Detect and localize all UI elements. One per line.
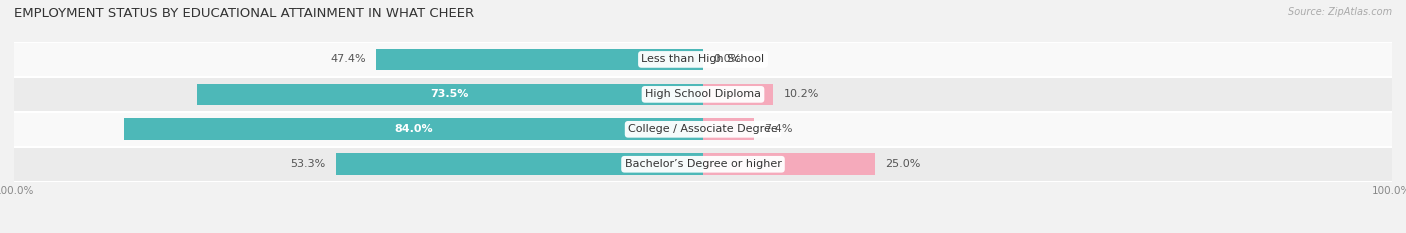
Bar xyxy=(703,154,875,175)
Bar xyxy=(14,112,1392,147)
Bar xyxy=(377,49,703,70)
Text: Source: ZipAtlas.com: Source: ZipAtlas.com xyxy=(1288,7,1392,17)
Bar xyxy=(703,84,773,105)
Text: 47.4%: 47.4% xyxy=(330,55,366,64)
Text: EMPLOYMENT STATUS BY EDUCATIONAL ATTAINMENT IN WHAT CHEER: EMPLOYMENT STATUS BY EDUCATIONAL ATTAINM… xyxy=(14,7,474,20)
Text: 84.0%: 84.0% xyxy=(394,124,433,134)
Legend: In Labor Force, Unemployed: In Labor Force, Unemployed xyxy=(603,230,803,233)
Text: 53.3%: 53.3% xyxy=(290,159,325,169)
Bar xyxy=(124,118,703,140)
Text: Bachelor’s Degree or higher: Bachelor’s Degree or higher xyxy=(624,159,782,169)
Bar xyxy=(14,42,1392,77)
Bar xyxy=(14,147,1392,182)
Bar xyxy=(703,118,754,140)
Text: Less than High School: Less than High School xyxy=(641,55,765,64)
Text: 10.2%: 10.2% xyxy=(783,89,818,99)
Text: 25.0%: 25.0% xyxy=(886,159,921,169)
Text: 7.4%: 7.4% xyxy=(765,124,793,134)
Bar xyxy=(336,154,703,175)
Text: 73.5%: 73.5% xyxy=(430,89,470,99)
Text: College / Associate Degree: College / Associate Degree xyxy=(628,124,778,134)
Text: 0.0%: 0.0% xyxy=(713,55,741,64)
Bar xyxy=(14,77,1392,112)
Text: High School Diploma: High School Diploma xyxy=(645,89,761,99)
Bar xyxy=(197,84,703,105)
